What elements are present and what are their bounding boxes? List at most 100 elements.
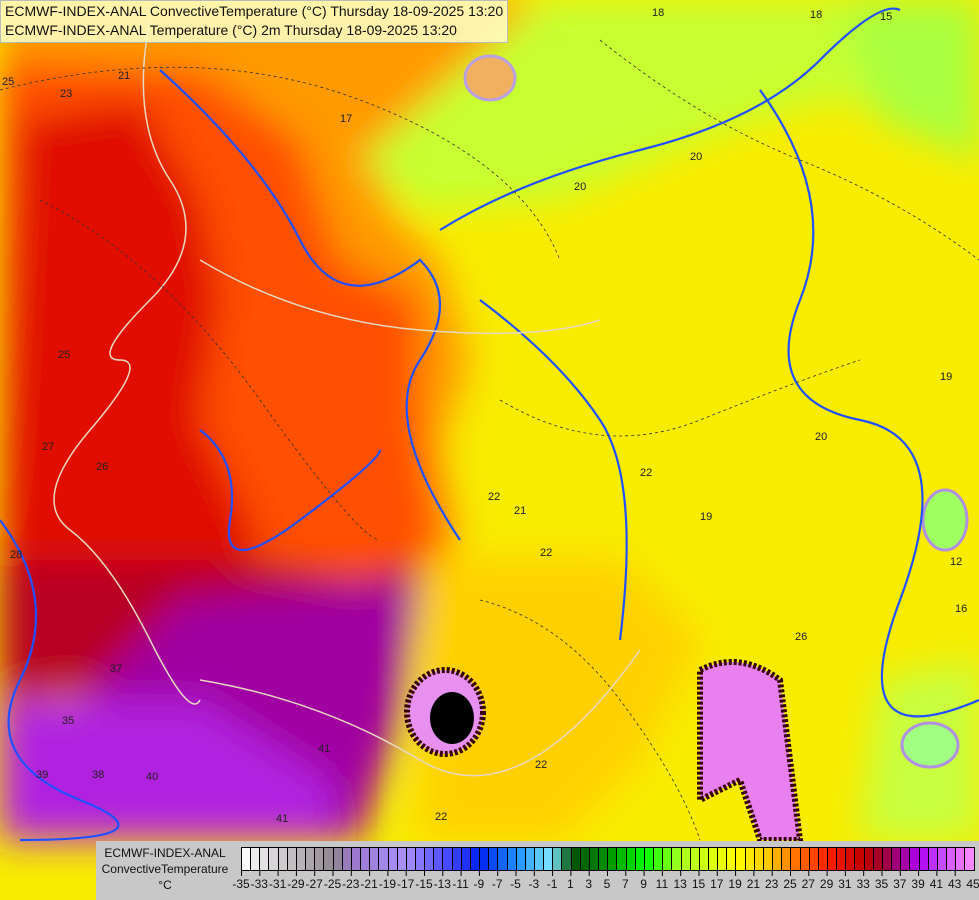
legend-label: 25 — [783, 877, 797, 891]
contour-label: 39 — [36, 769, 48, 781]
legend-swatch — [708, 848, 719, 870]
legend-swatch — [882, 848, 893, 870]
legend-swatch — [919, 848, 929, 870]
legend-label: -31 — [268, 877, 287, 891]
legend-swatch — [763, 848, 774, 870]
legend-swatch — [617, 848, 627, 870]
contour-label: 28 — [10, 549, 22, 561]
legend-label: 13 — [673, 877, 687, 891]
legend-swatch — [663, 848, 673, 870]
contour-label: 20 — [815, 431, 827, 443]
legend-label: -3 — [528, 877, 540, 891]
legend-label: -1 — [546, 877, 558, 891]
legend-swatch — [480, 848, 490, 870]
contour-label: 15 — [880, 11, 892, 23]
legend-label: 27 — [801, 877, 815, 891]
legend-label: 21 — [746, 877, 761, 891]
legend-label: -33 — [250, 877, 268, 891]
contour-label: 19 — [700, 511, 712, 523]
contour-label: 22 — [640, 467, 652, 479]
legend-swatch — [690, 848, 700, 870]
legend-swatch — [965, 848, 974, 870]
contour-label: 41 — [318, 743, 330, 755]
legend-swatch — [864, 848, 874, 870]
legend-label: 39 — [911, 877, 925, 891]
contour-label: 25 — [58, 349, 70, 361]
legend-swatch — [278, 848, 288, 870]
legend-swatch — [461, 848, 471, 870]
legend-swatch — [361, 848, 371, 870]
legend-label: -5 — [510, 877, 521, 891]
legend-label: -29 — [287, 877, 305, 891]
legend-swatch — [699, 848, 709, 870]
legend-swatch — [892, 848, 902, 870]
legend-label: -27 — [305, 877, 323, 891]
legend-swatch — [535, 848, 545, 870]
legend-swatch — [654, 848, 664, 870]
legend-swatch — [470, 848, 481, 870]
contour-label: 26 — [795, 631, 807, 643]
legend-swatch — [351, 848, 362, 870]
legend-label: 9 — [640, 877, 647, 891]
legend-swatch — [718, 848, 728, 870]
legend-label: 37 — [893, 877, 907, 891]
legend-label: -17 — [397, 877, 415, 891]
legend-swatch — [370, 848, 380, 870]
contour-label: 22 — [435, 811, 447, 823]
contour-label: 18 — [652, 7, 664, 19]
legend-swatch — [873, 848, 883, 870]
map-title: ECMWF-INDEX-ANAL ConvectiveTemperature (… — [0, 0, 509, 43]
contour-label: 16 — [955, 603, 967, 615]
contour-label: 35 — [62, 715, 74, 727]
legend-swatch — [562, 848, 572, 870]
legend-swatch — [947, 848, 957, 870]
contour-label: 27 — [42, 441, 54, 453]
legend-label: -9 — [473, 877, 485, 891]
legend-swatch — [626, 848, 636, 870]
legend-swatch — [498, 848, 508, 870]
legend-swatch — [928, 848, 938, 870]
legend-label: 3 — [585, 877, 593, 891]
legend-label: -7 — [491, 877, 503, 891]
legend-swatch — [333, 848, 343, 870]
legend-swatch — [800, 848, 810, 870]
legend-label: -21 — [360, 877, 378, 891]
contour-label: 22 — [535, 759, 547, 771]
contour-label: 20 — [690, 151, 702, 163]
contour-label: 37 — [110, 663, 122, 675]
legend-label: 17 — [710, 877, 724, 891]
legend-label: 33 — [856, 877, 870, 891]
contour-label: 18 — [810, 9, 822, 21]
legend-swatch — [287, 848, 297, 870]
legend-swatch — [809, 848, 819, 870]
legend-ticks — [241, 870, 956, 876]
legend-title: ECMWF-INDEX-ANAL ConvectiveTemperature °… — [96, 845, 234, 893]
legend-swatch — [910, 848, 920, 870]
legend-swatch — [434, 848, 444, 870]
legend-label: 1 — [567, 877, 574, 891]
legend-swatch — [489, 848, 499, 870]
legend-swatch — [388, 848, 398, 870]
legend-swatch — [773, 848, 783, 870]
legend-swatch — [306, 848, 316, 870]
legend-label: -11 — [452, 877, 469, 891]
legend-swatch — [644, 848, 655, 870]
legend-swatch — [296, 848, 307, 870]
legend-label: -23 — [342, 877, 360, 891]
legend-swatch — [828, 848, 838, 870]
legend-swatch — [397, 848, 407, 870]
legend-label: 15 — [691, 877, 706, 891]
legend-swatch — [242, 848, 252, 870]
legend-label: -25 — [323, 877, 342, 891]
legend-swatch — [855, 848, 865, 870]
legend-swatch — [672, 848, 682, 870]
legend-swatch — [745, 848, 755, 870]
legend-swatch — [635, 848, 645, 870]
legend-label: -35 — [232, 877, 250, 891]
contour-label: 17 — [340, 113, 352, 125]
legend-swatch — [516, 848, 526, 870]
legend-swatch — [736, 848, 746, 870]
legend-parameter: ConvectiveTemperature — [101, 862, 229, 876]
legend-label: 11 — [655, 877, 669, 891]
